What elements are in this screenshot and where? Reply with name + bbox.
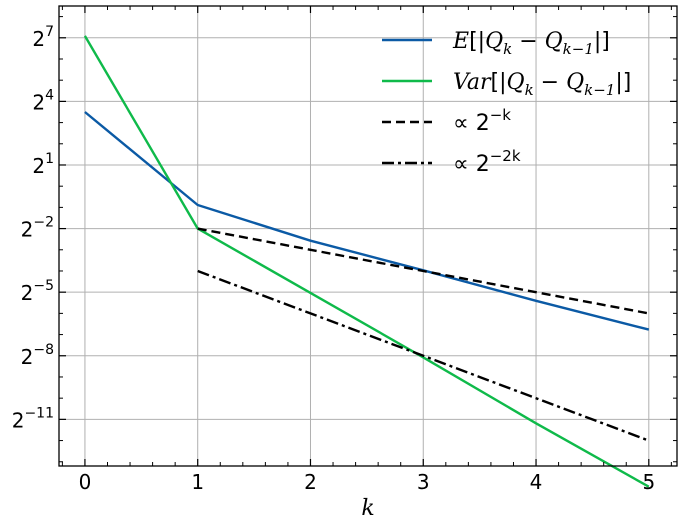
x-tick-label: 0 [79, 470, 92, 494]
y-tick-label: 2−5 [21, 278, 54, 305]
legend-label-0: E[|Qk​ − Qk−1​|] [452, 29, 610, 58]
tick-labels: 0 1 2 3 4 5 27 24 21 2−2 2−5 2−8 2−11 [12, 24, 655, 494]
x-tick-label: 1 [191, 470, 204, 494]
series-line-3 [197, 269, 650, 442]
legend-label-1: Var[|Qk​ − Qk−1​|] [453, 70, 631, 99]
x-tick-label: 2 [304, 470, 317, 494]
grid [59, 6, 677, 466]
y-tick-label: 2−2 [21, 215, 54, 242]
series-layer [83, 35, 650, 488]
x-axis-label: k [361, 496, 374, 521]
y-tick-label: 21 [32, 151, 54, 178]
series-line-0 [84, 111, 650, 331]
y-tick-label: 2−11 [12, 405, 54, 432]
legend-label-3: ∝ 2−2k​ [453, 147, 521, 177]
y-tick-label: 24 [32, 87, 54, 114]
x-tick-label: 4 [530, 470, 543, 494]
x-tick-label: 3 [417, 470, 430, 494]
legend-label-2: ∝ 2−k​ [453, 106, 511, 136]
x-tick-label: 5 [642, 470, 655, 494]
series-line-1 [83, 35, 650, 488]
y-tick-label: 27 [32, 24, 54, 51]
legend: E[|Qk​ − Qk−1​|] Var[|Qk​ − Qk−1​|] ∝ 2−k​… [382, 29, 631, 177]
y-tick-label: 2−8 [21, 342, 54, 369]
ticks [59, 6, 677, 466]
plot-frame [58, 5, 678, 467]
series-line-2 [197, 227, 650, 315]
